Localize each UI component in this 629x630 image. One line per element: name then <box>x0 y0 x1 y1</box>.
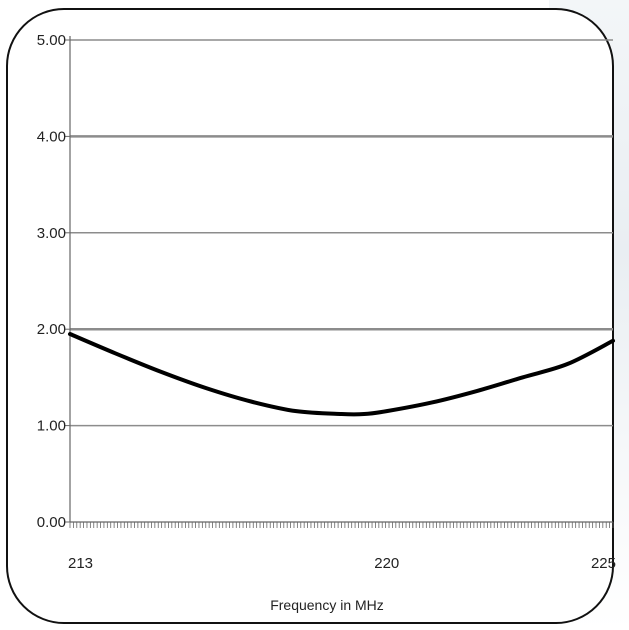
y-tick-label: 5.00 <box>37 32 66 49</box>
axes <box>65 36 614 528</box>
x-axis-title: Frequency in MHz <box>270 597 384 613</box>
y-tick-label: 0.00 <box>37 514 66 531</box>
grid-lines <box>70 39 613 427</box>
y-tick-label: 1.00 <box>37 418 66 435</box>
y-tick-label: 4.00 <box>37 128 66 145</box>
y-tick-label: 2.00 <box>37 321 66 338</box>
y-tick-label: 3.00 <box>37 225 66 242</box>
x-tick-label: 220 <box>374 555 399 572</box>
chart-frame <box>6 8 614 624</box>
series-line <box>68 332 615 417</box>
tick-labels: 0.00 1.00 2.00 3.00 4.00 5.00 213 220 225 <box>37 32 616 572</box>
x-tick-label: 225 <box>591 555 616 572</box>
x-tick-label: 213 <box>68 555 93 572</box>
series-group <box>68 332 615 417</box>
